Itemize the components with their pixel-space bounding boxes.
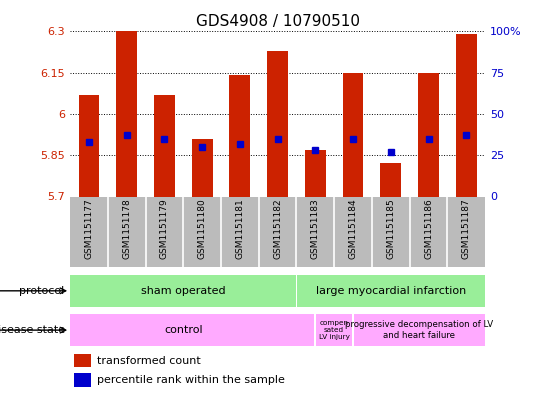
- Text: control: control: [164, 325, 203, 335]
- Text: disease state: disease state: [0, 325, 65, 335]
- Bar: [192, 139, 212, 196]
- Text: GSM1151187: GSM1151187: [462, 198, 471, 259]
- Bar: [381, 163, 401, 196]
- Text: GSM1151180: GSM1151180: [198, 198, 206, 259]
- Text: large myocardial infarction: large myocardial infarction: [316, 286, 466, 296]
- Bar: [456, 34, 476, 197]
- Bar: [154, 95, 175, 196]
- Text: percentile rank within the sample: percentile rank within the sample: [97, 375, 285, 386]
- Text: GSM1151182: GSM1151182: [273, 198, 282, 259]
- Text: GSM1151178: GSM1151178: [122, 198, 131, 259]
- Text: progressive decompensation of LV
and heart failure: progressive decompensation of LV and hea…: [345, 320, 493, 340]
- Bar: [316, 314, 352, 346]
- Bar: [418, 73, 439, 196]
- Text: GSM1151179: GSM1151179: [160, 198, 169, 259]
- Bar: [74, 354, 91, 367]
- Bar: [298, 275, 485, 307]
- Text: sham operated: sham operated: [141, 286, 226, 296]
- Text: GSM1151183: GSM1151183: [311, 198, 320, 259]
- Text: GSM1151177: GSM1151177: [85, 198, 93, 259]
- Text: protocol: protocol: [19, 286, 65, 296]
- Text: GSM1151181: GSM1151181: [236, 198, 244, 259]
- Text: GSM1151185: GSM1151185: [386, 198, 395, 259]
- Bar: [343, 73, 363, 196]
- Bar: [70, 275, 295, 307]
- Bar: [70, 314, 314, 346]
- Text: compen
sated
LV injury: compen sated LV injury: [319, 320, 350, 340]
- Bar: [305, 150, 326, 196]
- Bar: [79, 95, 99, 196]
- Bar: [267, 51, 288, 196]
- Text: transformed count: transformed count: [97, 356, 201, 366]
- Bar: [74, 373, 91, 387]
- Text: GSM1151186: GSM1151186: [424, 198, 433, 259]
- Bar: [116, 31, 137, 196]
- Title: GDS4908 / 10790510: GDS4908 / 10790510: [196, 14, 360, 29]
- Text: GSM1151184: GSM1151184: [349, 198, 357, 259]
- Bar: [230, 75, 250, 196]
- Bar: [354, 314, 485, 346]
